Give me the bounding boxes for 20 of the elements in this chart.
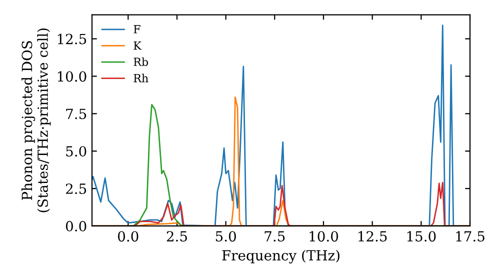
x-tick-label: 2.5 [166, 231, 187, 242]
legend-label: F [134, 25, 140, 34]
x-tick-label: 17.5 [456, 231, 484, 242]
x-tick-label: 12.5 [358, 231, 387, 242]
legend-label: Rb [134, 57, 148, 66]
x-tick-label: 7.5 [264, 231, 285, 242]
x-axis-title: Frequency (THz) [222, 250, 340, 264]
y-tick-label: 12.5 [58, 34, 86, 44]
legend-label: Rh [134, 74, 148, 82]
y-tick-label: 5.0 [66, 146, 86, 157]
y-tick-label: 0.0 [66, 220, 86, 232]
y-tick-label: 2.5 [66, 183, 86, 194]
legend-label: K [134, 41, 142, 50]
x-tick-label: 5.0 [216, 231, 236, 242]
x-tick-label: 15.0 [407, 231, 436, 242]
y-axis-title: Phonon projected DOS (States/THz·primitive cell) [21, 28, 51, 212]
y-tick-label: 10.0 [58, 71, 86, 82]
x-tick-label: 10.0 [310, 231, 338, 242]
y-tick-label: 7.5 [66, 108, 86, 120]
x-tick-label: 0.0 [118, 231, 138, 242]
